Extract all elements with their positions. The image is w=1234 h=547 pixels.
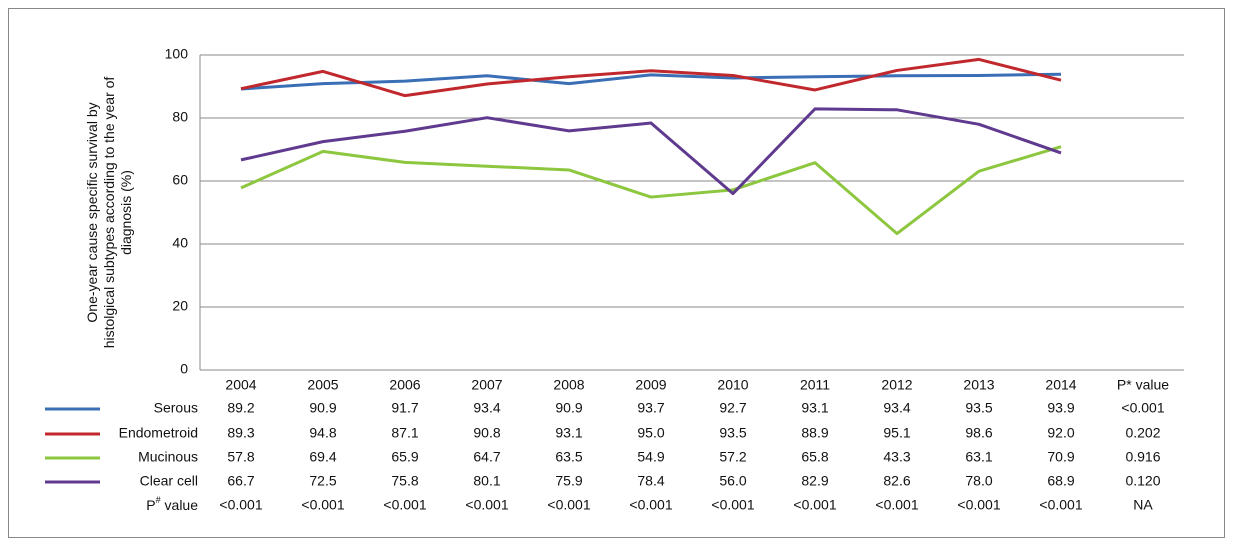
column-header: P* value [1117, 377, 1169, 393]
table-value: 88.9 [801, 425, 828, 441]
y-tick-label: 20 [172, 298, 188, 314]
series-line [240, 72, 1062, 91]
y-axis-label-line: histolgical subtypes according to the ye… [101, 77, 117, 349]
table-value: 75.9 [555, 473, 582, 489]
p-star-value: 0.916 [1125, 449, 1160, 465]
row-label-rest: value [161, 497, 199, 513]
table-value: 90.9 [555, 400, 582, 416]
p-star-value: <0.001 [1121, 400, 1164, 416]
table-value: 93.9 [1047, 400, 1074, 416]
p-hash-value: <0.001 [1039, 497, 1082, 513]
y-axis-label: One-year cause specific survival byhisto… [84, 77, 134, 349]
p-hash-value: <0.001 [957, 497, 1000, 513]
table-value: 93.7 [637, 400, 664, 416]
table-value: 93.5 [965, 400, 992, 416]
table-value: 57.8 [227, 449, 254, 465]
table-value: 95.1 [883, 425, 910, 441]
p-hash-value: <0.001 [875, 497, 918, 513]
x-tick-label: 2007 [471, 377, 502, 393]
table-value: 72.5 [309, 473, 336, 489]
table-value: 65.8 [801, 449, 828, 465]
table-value: 89.3 [227, 425, 254, 441]
p-hash-value: NA [1133, 497, 1153, 513]
table-value: 43.3 [883, 449, 910, 465]
x-tick-label: 2009 [635, 377, 666, 393]
table-value: 69.4 [309, 449, 336, 465]
legend-label: Serous [154, 400, 198, 416]
table-value: 95.0 [637, 425, 664, 441]
row-label-main: P [146, 497, 155, 513]
table-value: 93.4 [473, 400, 500, 416]
table-value: 75.8 [391, 473, 418, 489]
table-value: 82.9 [801, 473, 828, 489]
table-value: 57.2 [719, 449, 746, 465]
y-axis-label-line: One-year cause specific survival by [84, 102, 100, 322]
y-tick-label: 100 [165, 46, 189, 62]
table-value: 78.4 [637, 473, 664, 489]
table-value: 93.4 [883, 400, 910, 416]
table-value: 92.0 [1047, 425, 1074, 441]
series-line [240, 107, 1062, 196]
x-tick-label: 2012 [881, 377, 912, 393]
row-label: P# value [146, 495, 198, 512]
table-value: 98.6 [965, 425, 992, 441]
y-tick-label: 80 [172, 109, 188, 125]
table-value: 92.7 [719, 400, 746, 416]
y-tick-label: 40 [172, 235, 188, 251]
table-value: 66.7 [227, 473, 254, 489]
y-tick-label: 0 [180, 361, 188, 377]
p-hash-value: <0.001 [793, 497, 836, 513]
table-value: 91.7 [391, 400, 418, 416]
table-value: 54.9 [637, 449, 664, 465]
series-line [240, 57, 1062, 98]
table-value: 56.0 [719, 473, 746, 489]
legend-label: Endometroid [119, 425, 198, 441]
table-value: 89.2 [227, 400, 254, 416]
table-value: 68.9 [1047, 473, 1074, 489]
x-tick-label: 2004 [225, 377, 256, 393]
row-label-sup: # [156, 495, 161, 505]
table-value: 70.9 [1047, 449, 1074, 465]
table-value: 93.1 [555, 425, 582, 441]
table-value: 82.6 [883, 473, 910, 489]
p-hash-value: <0.001 [383, 497, 426, 513]
table-value: 63.1 [965, 449, 992, 465]
x-tick-label: 2005 [307, 377, 338, 393]
x-tick-label: 2014 [1045, 377, 1076, 393]
table-value: 93.5 [719, 425, 746, 441]
table-value: 78.0 [965, 473, 992, 489]
table-value: 93.1 [801, 400, 828, 416]
legend-label: Clear cell [140, 473, 198, 489]
y-tick-label: 60 [172, 172, 188, 188]
table-value: 94.8 [309, 425, 336, 441]
table-value: 87.1 [391, 425, 418, 441]
legend-label: Mucinous [138, 449, 198, 465]
table-value: 63.5 [555, 449, 582, 465]
p-hash-value: <0.001 [629, 497, 672, 513]
x-tick-label: 2011 [800, 377, 830, 393]
series-line [240, 145, 1062, 236]
p-hash-value: <0.001 [547, 497, 590, 513]
table-value: 65.9 [391, 449, 418, 465]
p-star-value: 0.120 [1125, 473, 1160, 489]
x-tick-label: 2013 [963, 377, 994, 393]
table-value: 64.7 [473, 449, 500, 465]
table-value: 90.9 [309, 400, 336, 416]
table-value: 90.8 [473, 425, 500, 441]
x-tick-label: 2006 [389, 377, 420, 393]
p-hash-value: <0.001 [301, 497, 344, 513]
p-hash-value: <0.001 [219, 497, 262, 513]
x-tick-label: 2008 [553, 377, 584, 393]
p-star-value: 0.202 [1125, 425, 1160, 441]
x-tick-label: 2010 [717, 377, 748, 393]
y-axis-label-line: diagnosis (%) [118, 170, 134, 255]
frame [8, 8, 1225, 538]
p-hash-value: <0.001 [711, 497, 754, 513]
table-value: 80.1 [473, 473, 500, 489]
p-hash-value: <0.001 [465, 497, 508, 513]
